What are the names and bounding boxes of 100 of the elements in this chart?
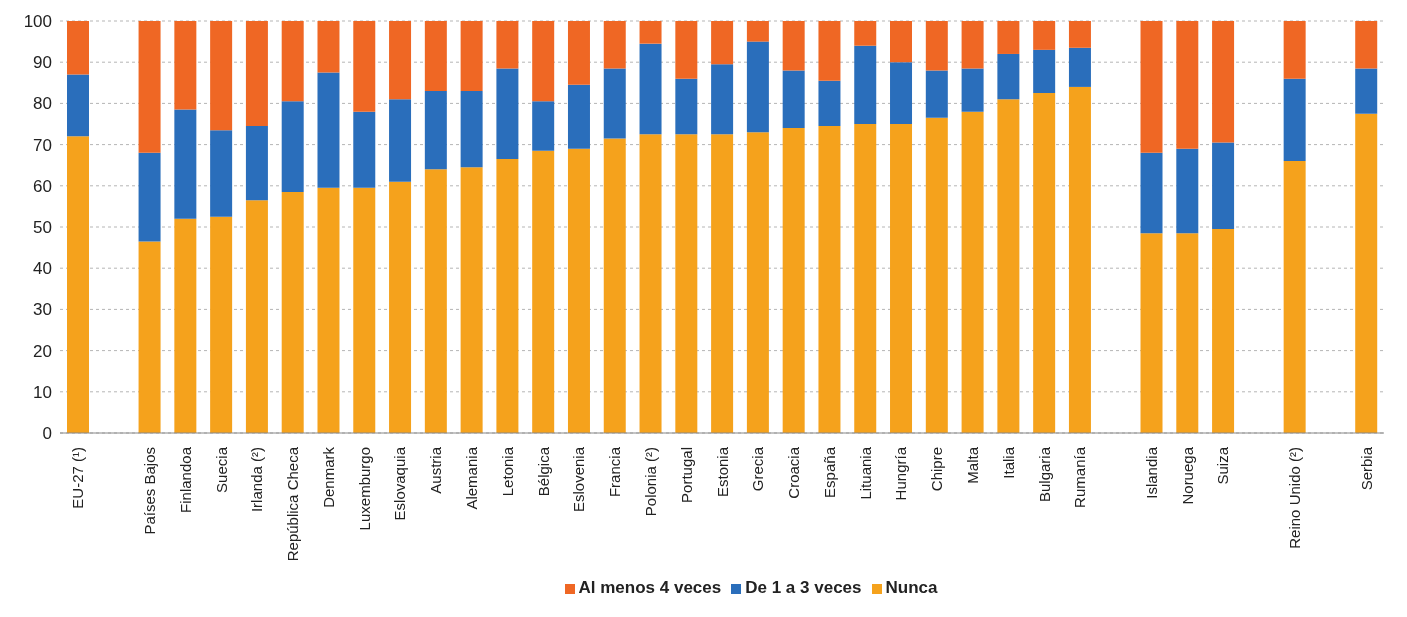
bar <box>997 99 1020 433</box>
y-tick-label: 70 <box>33 135 52 155</box>
bar <box>1212 21 1235 143</box>
x-tick-label: Islandia <box>1142 446 1160 499</box>
bar <box>245 126 268 201</box>
legend-label: Nunca <box>885 578 938 597</box>
bar <box>711 21 734 65</box>
x-tick-label: Grecia <box>749 446 767 492</box>
bar <box>353 21 376 112</box>
x-tick-label: Eslovaquia <box>391 446 409 521</box>
bar <box>496 21 519 69</box>
bar <box>460 21 483 92</box>
x-tick-label: EU-27 (¹) <box>69 447 87 509</box>
bar <box>424 91 447 170</box>
bar <box>317 21 340 73</box>
x-tick-label: Portugal <box>677 447 695 503</box>
bar <box>174 21 197 110</box>
bar <box>1212 142 1235 230</box>
bar <box>1068 47 1091 87</box>
x-tick-label: Serbia <box>1357 446 1375 491</box>
bar <box>532 101 555 151</box>
bar <box>210 216 233 433</box>
bar <box>1033 49 1056 94</box>
x-tick-label: Hungría <box>892 446 910 501</box>
bar <box>854 21 877 46</box>
x-tick-label: Reino Unido (²) <box>1286 447 1304 549</box>
x-tick-label: Austria <box>427 446 445 494</box>
bar <box>782 70 805 129</box>
bar <box>746 21 769 42</box>
bar <box>245 200 268 433</box>
bar <box>1283 161 1306 433</box>
bar <box>532 150 555 433</box>
bar <box>174 109 197 219</box>
bar <box>961 68 984 112</box>
bar <box>1355 68 1378 114</box>
bar <box>997 21 1020 54</box>
bar <box>639 43 662 135</box>
legend-label: Al menos 4 veces <box>578 578 722 597</box>
bar <box>424 21 447 92</box>
x-tick-label: Croacia <box>785 446 803 499</box>
x-tick-label: Bulgaria <box>1035 446 1053 503</box>
bar <box>317 187 340 433</box>
y-tick-label: 60 <box>33 176 52 196</box>
bar <box>317 72 340 188</box>
bar <box>1068 21 1091 48</box>
bar <box>1355 21 1378 69</box>
bar <box>925 70 948 118</box>
bar <box>746 41 769 133</box>
x-tick-label: Estonia <box>713 446 731 498</box>
bar <box>210 21 233 131</box>
bar <box>245 21 268 127</box>
bar <box>67 21 89 75</box>
bar <box>389 21 412 100</box>
bar <box>1140 152 1163 234</box>
x-tick-label: Malta <box>963 446 981 484</box>
bar <box>567 21 590 85</box>
x-tick-label: Noruega <box>1178 446 1196 505</box>
x-tick-label: Finlandoa <box>176 446 194 513</box>
bar <box>389 99 412 182</box>
x-tick-label: Chipre <box>928 447 946 492</box>
bar <box>567 148 590 433</box>
bar <box>675 134 698 433</box>
bar <box>639 21 662 44</box>
x-tick-label: Suiza <box>1214 446 1232 485</box>
y-tick-label: 0 <box>42 424 52 444</box>
bar <box>818 80 841 127</box>
x-tick-label: Rumanía <box>1071 446 1089 508</box>
x-tick-label: Lituania <box>856 446 874 500</box>
bar <box>1176 233 1199 433</box>
bar <box>675 21 698 79</box>
bar <box>1033 93 1056 433</box>
bar <box>603 21 626 69</box>
bar <box>854 124 877 433</box>
x-tick-label: Países Bajos <box>140 447 158 535</box>
bar <box>460 91 483 168</box>
x-tick-label: Bélgica <box>534 446 552 497</box>
x-tick-label: Denmark <box>319 446 337 508</box>
bar <box>389 181 412 433</box>
x-tick-label: Irlanda (²) <box>248 447 266 513</box>
bar <box>281 21 304 102</box>
y-tick-label: 10 <box>33 382 52 402</box>
y-tick-label: 80 <box>33 94 52 114</box>
bar <box>603 138 626 433</box>
bar <box>67 74 89 137</box>
x-tick-label: Eslovenia <box>570 446 588 513</box>
bar <box>496 68 519 160</box>
bar <box>138 21 161 153</box>
bar <box>460 167 483 433</box>
bar <box>567 84 590 149</box>
legend-label: De 1 a 3 veces <box>745 578 862 597</box>
bar <box>1283 78 1306 162</box>
bar <box>1283 21 1306 79</box>
x-tick-label: República Checa <box>284 446 302 562</box>
bar <box>67 136 89 433</box>
x-tick-label: Suecia <box>212 446 230 493</box>
bar <box>281 191 304 433</box>
bar <box>890 124 913 433</box>
bar <box>532 21 555 102</box>
x-tick-label: Letonia <box>498 446 516 497</box>
bar <box>353 187 376 433</box>
